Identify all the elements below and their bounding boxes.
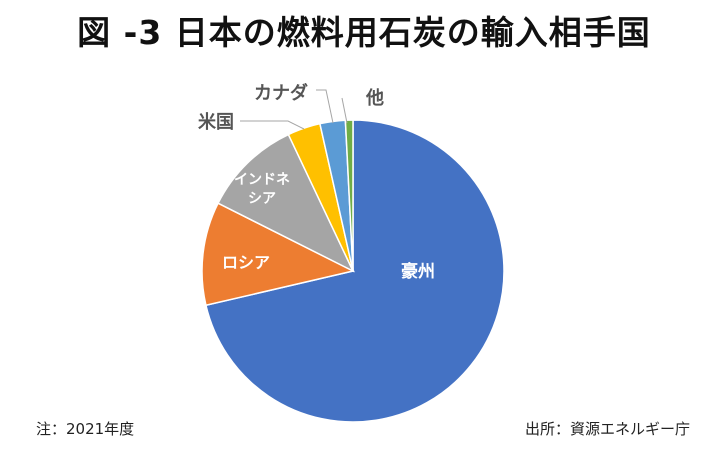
slice-label-6: 他	[365, 87, 384, 109]
slice-label-4: 米国	[198, 111, 234, 133]
slice-label-2: ロシア	[222, 253, 270, 272]
slice-label-5: カナダ	[254, 82, 308, 104]
leader-line-5	[316, 89, 334, 124]
leader-line-6	[341, 97, 348, 124]
chart-title: 図 -3 日本の燃料用石炭の輸入相手国	[77, 13, 651, 52]
slice-label-1: 豪州	[401, 261, 435, 282]
slice-label-3: インドネシア	[234, 172, 290, 207]
footnote: 注：2021年度	[36, 420, 135, 438]
pie-slice-3	[217, 133, 355, 273]
pie-slice-2	[201, 202, 356, 307]
pie-slice-1	[205, 119, 505, 423]
leader-line-4	[240, 120, 305, 130]
source-note: 出所：資源エネルギー庁	[524, 420, 690, 438]
pie-slice-6	[344, 119, 354, 272]
